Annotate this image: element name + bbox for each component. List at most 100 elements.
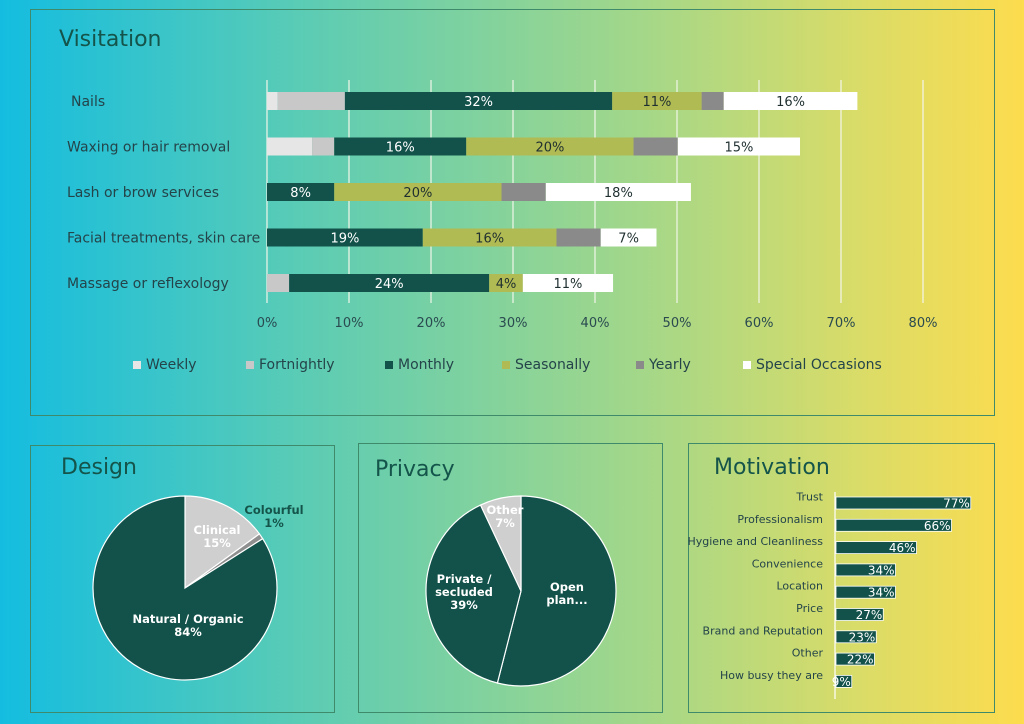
design-title: Design: [61, 455, 137, 480]
motivation-category-label: Trust: [795, 491, 823, 504]
x-tick-label: 30%: [499, 316, 528, 331]
bar-segment: [267, 274, 290, 292]
motivation-bar: [835, 585, 896, 599]
bar-data-label: 11%: [642, 95, 671, 110]
pie-label-private: Private /: [437, 572, 493, 586]
motivation-bar: [835, 608, 884, 621]
motivation-category-label: How busy they are: [720, 669, 823, 682]
bar-segment: [501, 183, 546, 201]
x-tick-label: 70%: [827, 316, 856, 331]
bar-data-label: 16%: [776, 95, 805, 110]
bar-segment: [312, 137, 335, 156]
legend-swatch: [502, 361, 510, 369]
bar-segment: [612, 92, 702, 110]
bar-data-label: 8%: [290, 186, 311, 201]
pie-label-other: Other: [487, 503, 524, 517]
legend-label: Fortnightly: [259, 357, 335, 373]
bar-segment: [677, 137, 800, 156]
pie-label-clinical: 15%: [203, 536, 231, 550]
motivation-value-label: 46%: [889, 541, 916, 555]
bar-segment: [267, 183, 335, 201]
legend-label: Yearly: [648, 357, 691, 373]
x-tick-label: 40%: [581, 316, 610, 331]
motivation-title: Motivation: [714, 455, 830, 480]
legend-label: Special Occasions: [756, 357, 882, 373]
visitation-panel: Visitation: [30, 9, 995, 416]
category-label: Massage or reflexology: [67, 276, 229, 292]
motivation-bar: [835, 563, 896, 577]
motivation-category-label: Price: [796, 602, 823, 615]
pie-label-private: secluded: [435, 585, 493, 599]
motivation-value-label: 27%: [856, 608, 883, 622]
privacy-title: Privacy: [375, 457, 455, 482]
motivation-bar: [835, 630, 877, 644]
motivation-category-label: Hygiene and Cleanliness: [687, 535, 823, 548]
motivation-value-label: 34%: [868, 563, 895, 577]
category-label: Waxing or hair removal: [67, 140, 230, 156]
x-tick-label: 0%: [257, 316, 278, 331]
bar-segment: [556, 228, 601, 247]
category-label: Lash or brow services: [67, 185, 219, 201]
motivation-value-label: 22%: [847, 653, 874, 667]
motivation-value-label: 34%: [868, 586, 895, 600]
motivation-bar: [835, 518, 952, 532]
pie-slice: [479, 495, 522, 592]
motivation-category-label: Other: [792, 647, 824, 660]
bar-segment: [723, 92, 858, 110]
bar-segment: [600, 228, 657, 247]
category-label: Nails: [71, 94, 105, 110]
bar-data-label: 20%: [403, 186, 432, 201]
bar-data-label: 16%: [386, 141, 415, 156]
pie-label-open-plan: Open: [550, 580, 584, 594]
bar-segment: [701, 92, 724, 110]
motivation-value-label: 66%: [924, 519, 951, 533]
motivation-category-label: Convenience: [752, 557, 823, 570]
legend-swatch: [133, 361, 141, 369]
privacy-panel: Privacy: [358, 443, 663, 713]
bar-segment: [267, 92, 278, 110]
bar-data-label: 24%: [375, 277, 404, 292]
pie-label-private: 39%: [450, 598, 478, 612]
legend-label: Seasonally: [515, 357, 590, 373]
motivation-panel: Motivation: [688, 443, 995, 713]
bar-segment: [633, 137, 678, 156]
bar-data-label: 4%: [496, 277, 517, 292]
bar-data-label: 20%: [535, 141, 564, 156]
x-tick-label: 60%: [745, 316, 774, 331]
pie-label-open-plan: plan...: [546, 593, 587, 607]
motivation-value-label: 23%: [849, 630, 876, 644]
pie-slice: [496, 495, 617, 687]
pie-label-natural: Natural / Organic: [132, 612, 243, 626]
visitation-title: Visitation: [59, 27, 162, 52]
pie-slice: [184, 495, 261, 590]
pie-label-other: 7%: [495, 516, 515, 530]
x-tick-label: 80%: [909, 316, 938, 331]
motivation-bar: [835, 675, 853, 688]
bar-data-label: 19%: [330, 232, 359, 247]
bar-segment: [522, 274, 614, 292]
pie-label-natural: 84%: [174, 625, 202, 639]
bar-data-label: 18%: [604, 186, 633, 201]
bar-data-label: 7%: [618, 232, 639, 247]
legend-swatch: [246, 361, 254, 369]
motivation-bar: [835, 541, 917, 554]
pie-label-colourful: 1%: [264, 516, 284, 530]
pie-label-clinical: Clinical: [194, 523, 241, 537]
motivation-bar: [835, 652, 875, 666]
motivation-bar: [835, 496, 972, 510]
motivation-category-label: Brand and Reputation: [703, 624, 823, 637]
bar-segment: [267, 137, 313, 156]
category-label: Facial treatments, skin care: [67, 231, 260, 247]
bar-segment: [267, 228, 423, 247]
legend-label: Monthly: [398, 357, 454, 373]
bar-segment: [545, 183, 691, 201]
motivation-category-label: Location: [776, 580, 823, 593]
bar-data-label: 32%: [464, 95, 493, 110]
bar-segment: [466, 137, 634, 156]
x-tick-label: 50%: [663, 316, 692, 331]
legend-swatch: [636, 361, 644, 369]
legend-label: Weekly: [146, 357, 197, 373]
bar-segment: [334, 183, 502, 201]
bar-segment: [489, 274, 523, 292]
